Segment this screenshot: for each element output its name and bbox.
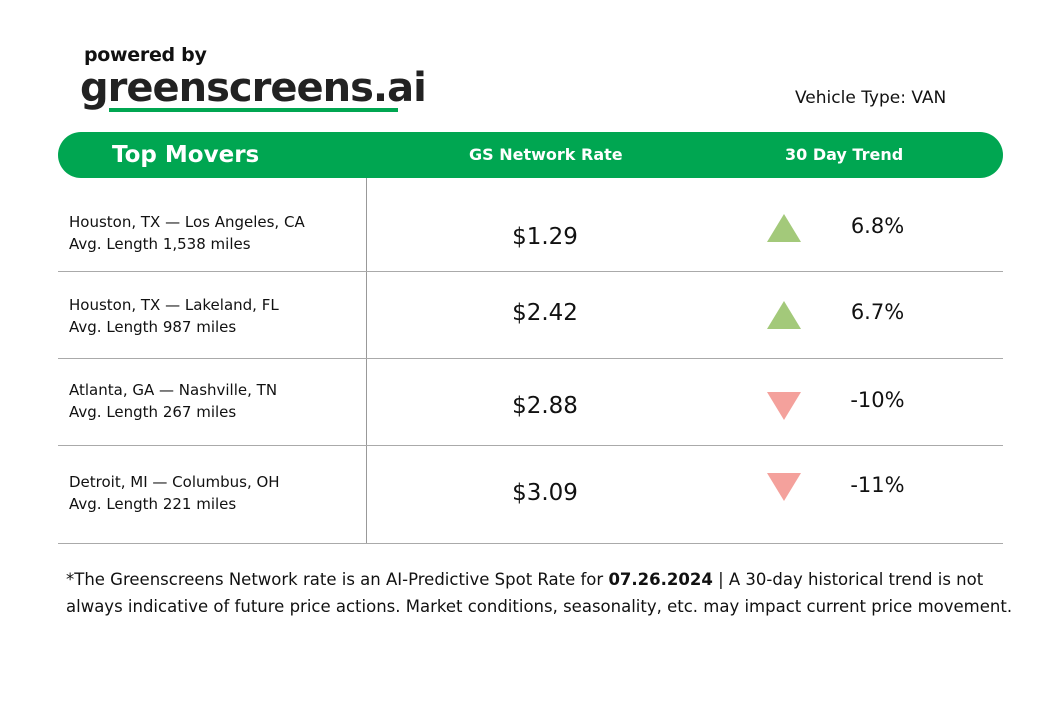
- lane-info: Detroit, MI — Columbus, OH Avg. Length 2…: [69, 471, 280, 515]
- brand-logo: greenscreens.ai: [80, 65, 427, 111]
- network-rate: $3.09: [512, 480, 578, 506]
- footnote-date: 07.26.2024: [608, 570, 713, 589]
- table-header: Top Movers GS Network Rate 30 Day Trend: [58, 132, 1003, 178]
- row-divider: [58, 543, 1003, 544]
- footnote: *The Greenscreens Network rate is an AI-…: [66, 566, 1026, 620]
- column-header-trend: 30 Day Trend: [785, 145, 904, 164]
- lane-name: Atlanta, GA — Nashville, TN: [69, 381, 278, 399]
- vehicle-type: Vehicle Type: VAN: [795, 88, 947, 108]
- lane-info: Houston, TX — Lakeland, FL Avg. Length 9…: [69, 294, 279, 338]
- lane-length: Avg. Length 267 miles: [69, 403, 237, 421]
- lane-length: Avg. Length 221 miles: [69, 495, 237, 513]
- lane-length: Avg. Length 1,538 miles: [69, 235, 251, 253]
- column-header-rate: GS Network Rate: [469, 145, 623, 164]
- network-rate: $1.29: [512, 224, 578, 250]
- network-rate: $2.42: [512, 300, 578, 326]
- column-divider: [366, 178, 367, 543]
- trend-percent: 6.7%: [850, 300, 905, 324]
- lane-info: Atlanta, GA — Nashville, TN Avg. Length …: [69, 379, 277, 423]
- table-title: Top Movers: [112, 142, 260, 168]
- lane-length: Avg. Length 987 miles: [69, 318, 237, 336]
- powered-by-label: powered by: [84, 44, 207, 66]
- trend-up-icon: [767, 214, 801, 242]
- network-rate: $2.88: [512, 393, 578, 419]
- lane-info: Houston, TX — Los Angeles, CA Avg. Lengt…: [69, 211, 305, 255]
- trend-down-icon: [767, 392, 801, 420]
- footnote-text: *The Greenscreens Network rate is an AI-…: [66, 570, 609, 589]
- lane-name: Houston, TX — Los Angeles, CA: [69, 213, 305, 231]
- row-divider: [58, 358, 1003, 359]
- trend-percent: -10%: [850, 388, 905, 412]
- trend-percent: -11%: [850, 473, 905, 497]
- trend-percent: 6.8%: [850, 214, 905, 238]
- footnote-text-end: | A 30-day historical trend is not alway…: [66, 570, 1013, 616]
- trend-up-icon: [767, 301, 801, 329]
- row-divider: [58, 445, 1003, 446]
- trend-down-icon: [767, 473, 801, 501]
- logo-underline: [109, 108, 398, 112]
- lane-name: Detroit, MI — Columbus, OH: [69, 473, 280, 491]
- row-divider: [58, 271, 1003, 272]
- lane-name: Houston, TX — Lakeland, FL: [69, 296, 279, 314]
